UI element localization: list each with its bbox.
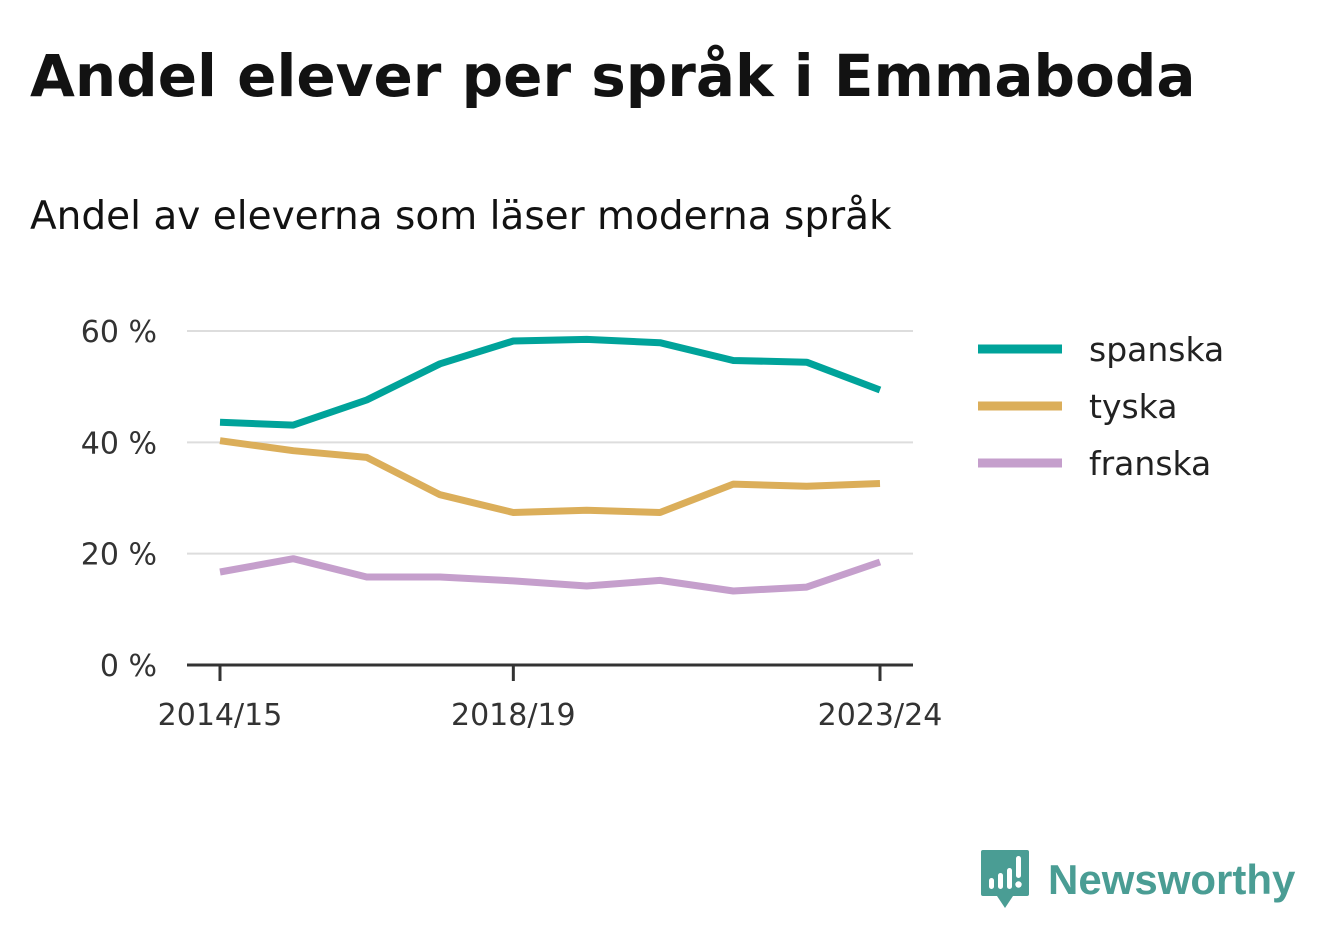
- y-tick-label: 0 %: [100, 649, 157, 684]
- legend-label: franska: [1089, 444, 1211, 483]
- series-line-franska: [219, 555, 882, 595]
- x-tick-label: 2014/15: [158, 698, 283, 733]
- legend-label: tyska: [1089, 387, 1177, 426]
- brand-logo: Newsworthy: [980, 848, 1295, 912]
- chart-subtitle: Andel av eleverna som läser moderna språ…: [30, 194, 892, 239]
- y-tick-label: 40 %: [81, 426, 157, 461]
- chart-title: Andel elever per språk i Emmaboda: [30, 42, 1196, 110]
- x-tick-label: 2018/19: [451, 698, 576, 733]
- series-line-tyska: [219, 437, 881, 516]
- x-tick-label: 2023/24: [818, 698, 943, 733]
- series: [219, 335, 882, 595]
- y-tick-label: 20 %: [81, 538, 157, 573]
- brand-name: Newsworthy: [1048, 856, 1296, 903]
- axes: 0 % 20 % 40 % 60 % 2014/15 2018/19 2023/24: [81, 315, 943, 733]
- newsworthy-logo-icon: [981, 850, 1029, 908]
- legend: spanska tyska franska: [978, 330, 1224, 483]
- legend-label: spanska: [1089, 330, 1224, 369]
- grid: [187, 330, 913, 555]
- y-tick-label: 60 %: [81, 315, 157, 350]
- series-line-spanska: [219, 335, 882, 429]
